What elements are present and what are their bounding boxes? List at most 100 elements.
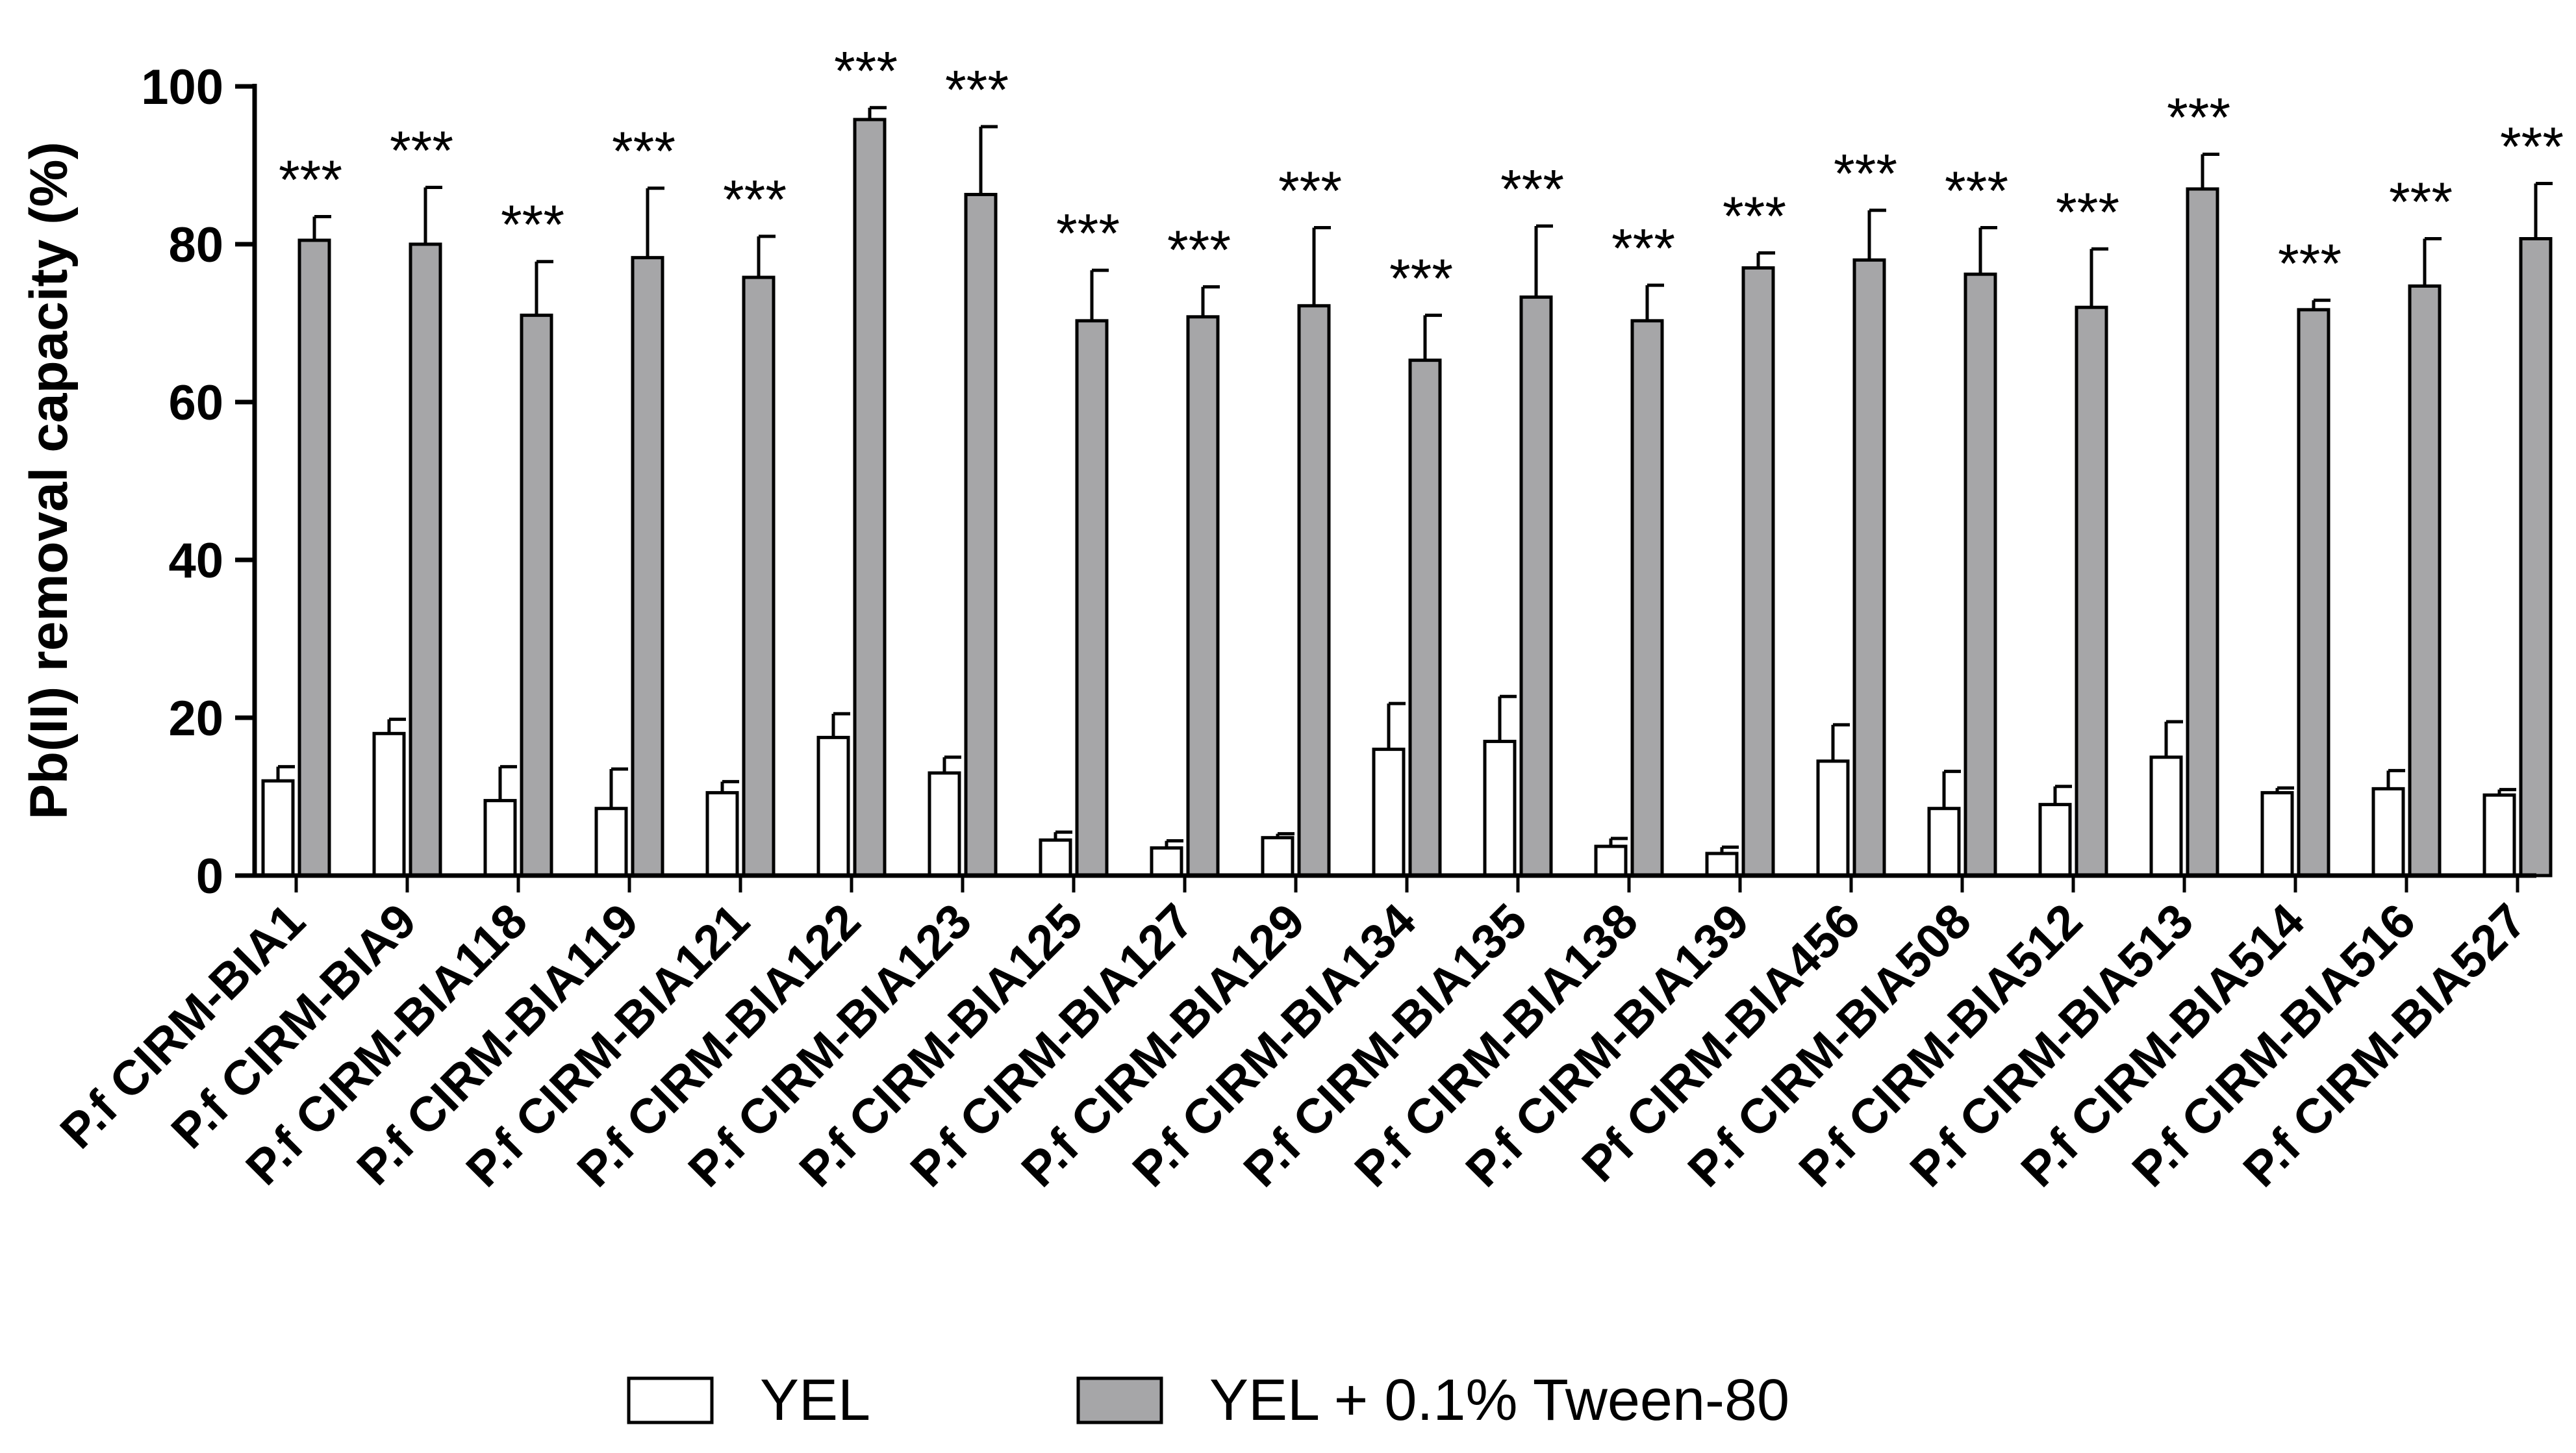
error-bar-yel-tween-0	[312, 214, 331, 240]
significance-label-9: ***	[1278, 160, 1342, 221]
significance-label-5: ***	[834, 40, 898, 101]
bar-yel-6	[928, 771, 961, 878]
y-tick-label-0: 0	[196, 849, 223, 904]
bar-yel-tween-0	[297, 238, 331, 878]
y-tick-label-4: 80	[168, 218, 223, 273]
bar-yel-tween-11	[1519, 295, 1553, 878]
legend-swatch-1	[1076, 1376, 1163, 1424]
bar-yel-7	[1039, 838, 1072, 878]
error-bar-yel-tween-20	[2534, 181, 2553, 239]
error-bar-yel-tween-7	[1090, 268, 1109, 321]
significance-label-18: ***	[2278, 233, 2342, 294]
significance-layer: *** *** *** *** *** *** *** *** *** *** *** *** *** *…	[279, 40, 2564, 309]
bar-yel-tween-8	[1186, 315, 1220, 878]
error-bar-yel-10	[1387, 701, 1406, 750]
significance-label-3: ***	[612, 121, 676, 182]
bar-yel-12	[1594, 844, 1628, 878]
error-bar-yel-tween-2	[535, 260, 553, 316]
error-bar-yel-1	[387, 717, 406, 734]
bars-layer	[261, 118, 2553, 878]
bar-yel-16	[2038, 803, 2072, 878]
significance-label-15: ***	[1945, 160, 2008, 221]
axes-layer: 0 20 40 60 80 100 Pb(II) removal capacity (%)	[19, 60, 2536, 904]
significance-label-1: ***	[390, 120, 453, 181]
significance-label-11: ***	[1500, 158, 1564, 220]
bar-yel-13	[1705, 852, 1739, 878]
bar-yel-tween-5	[853, 118, 887, 878]
legend-label-1: YEL + 0.1% Tween-80	[1209, 1368, 1789, 1433]
bar-yel-19	[2371, 787, 2405, 878]
bar-yel-15	[1927, 807, 1961, 878]
bar-yel-tween-13	[1741, 266, 1775, 878]
error-bar-yel-tween-17	[2201, 152, 2219, 189]
significance-label-2: ***	[501, 194, 564, 255]
legend-label-0: YEL	[760, 1368, 870, 1433]
significance-label-0: ***	[279, 149, 342, 210]
error-bar-yel-20	[2497, 788, 2516, 796]
bar-yel-3	[594, 807, 628, 878]
significance-label-12: ***	[1611, 218, 1675, 279]
significance-label-6: ***	[945, 59, 1009, 120]
error-bar-yel-6	[942, 755, 961, 774]
error-bar-yel-tween-5	[868, 106, 887, 120]
significance-label-10: ***	[1389, 247, 1453, 309]
bar-yel-tween-15	[1964, 272, 1997, 878]
significance-label-17: ***	[2167, 86, 2230, 147]
error-bar-yel-tween-18	[2312, 298, 2330, 310]
error-bar-yel-tween-19	[2423, 236, 2442, 286]
bar-yel-tween-14	[1852, 258, 1886, 878]
bar-yel-tween-12	[1630, 319, 1664, 878]
error-bar-yel-13	[1720, 845, 1739, 853]
bar-yel-tween-16	[2075, 305, 2108, 878]
significance-label-19: ***	[2389, 171, 2453, 232]
bar-yel-tween-19	[2408, 284, 2442, 878]
y-tick-label-1: 20	[168, 691, 223, 746]
y-tick-label-5: 100	[141, 60, 223, 115]
bar-yel-11	[1483, 739, 1517, 878]
error-bar-yel-tween-14	[1867, 208, 1886, 260]
bar-yel-tween-20	[2519, 236, 2553, 878]
error-bar-yel-18	[2275, 786, 2294, 793]
bar-yel-0	[261, 779, 295, 878]
legend-item-1: YEL + 0.1% Tween-80	[1076, 1368, 1789, 1433]
error-bar-yel-15	[1942, 770, 1961, 809]
bar-yel-tween-18	[2297, 308, 2330, 878]
error-bar-yel-4	[720, 779, 739, 793]
legend-item-0: YEL	[627, 1368, 870, 1433]
bar-yel-tween-2	[520, 313, 553, 878]
error-bar-yel-tween-3	[646, 186, 664, 258]
bar-yel-4	[705, 790, 739, 878]
bar-yel-20	[2482, 793, 2516, 878]
bar-yel-10	[1372, 748, 1406, 878]
bar-yel-tween-1	[409, 242, 442, 878]
significance-label-14: ***	[1834, 143, 1897, 204]
error-bar-yel-tween-12	[1645, 283, 1664, 321]
bar-yel-8	[1150, 846, 1183, 878]
significance-label-20: ***	[2500, 116, 2564, 177]
error-bar-yel-tween-1	[423, 186, 442, 244]
significance-label-16: ***	[2056, 181, 2119, 242]
bar-yel-17	[2149, 755, 2183, 878]
error-bar-yel-tween-4	[757, 234, 776, 278]
significance-label-4: ***	[723, 169, 787, 230]
error-bar-yel-0	[276, 764, 295, 781]
y-tick-label-3: 60	[168, 375, 223, 431]
error-bar-yel-tween-15	[1978, 225, 1997, 275]
legend-swatch-0	[627, 1376, 714, 1424]
error-bar-yel-5	[831, 712, 850, 738]
y-axis-title: Pb(II) removal capacity (%)	[19, 142, 79, 820]
legend: YEL YEL + 0.1% Tween-80	[627, 1368, 1789, 1433]
significance-label-13: ***	[1723, 185, 1786, 246]
error-bar-yel-tween-9	[1312, 225, 1331, 306]
bar-yel-5	[816, 735, 850, 878]
error-bar-yel-12	[1609, 837, 1628, 847]
bar-yel-tween-6	[964, 192, 998, 878]
error-bar-yel-tween-6	[979, 125, 998, 195]
bar-yel-tween-9	[1297, 304, 1331, 878]
bar-yel-tween-7	[1075, 319, 1109, 878]
error-bar-yel-tween-10	[1423, 313, 1442, 360]
error-bar-yel-17	[2164, 720, 2183, 757]
